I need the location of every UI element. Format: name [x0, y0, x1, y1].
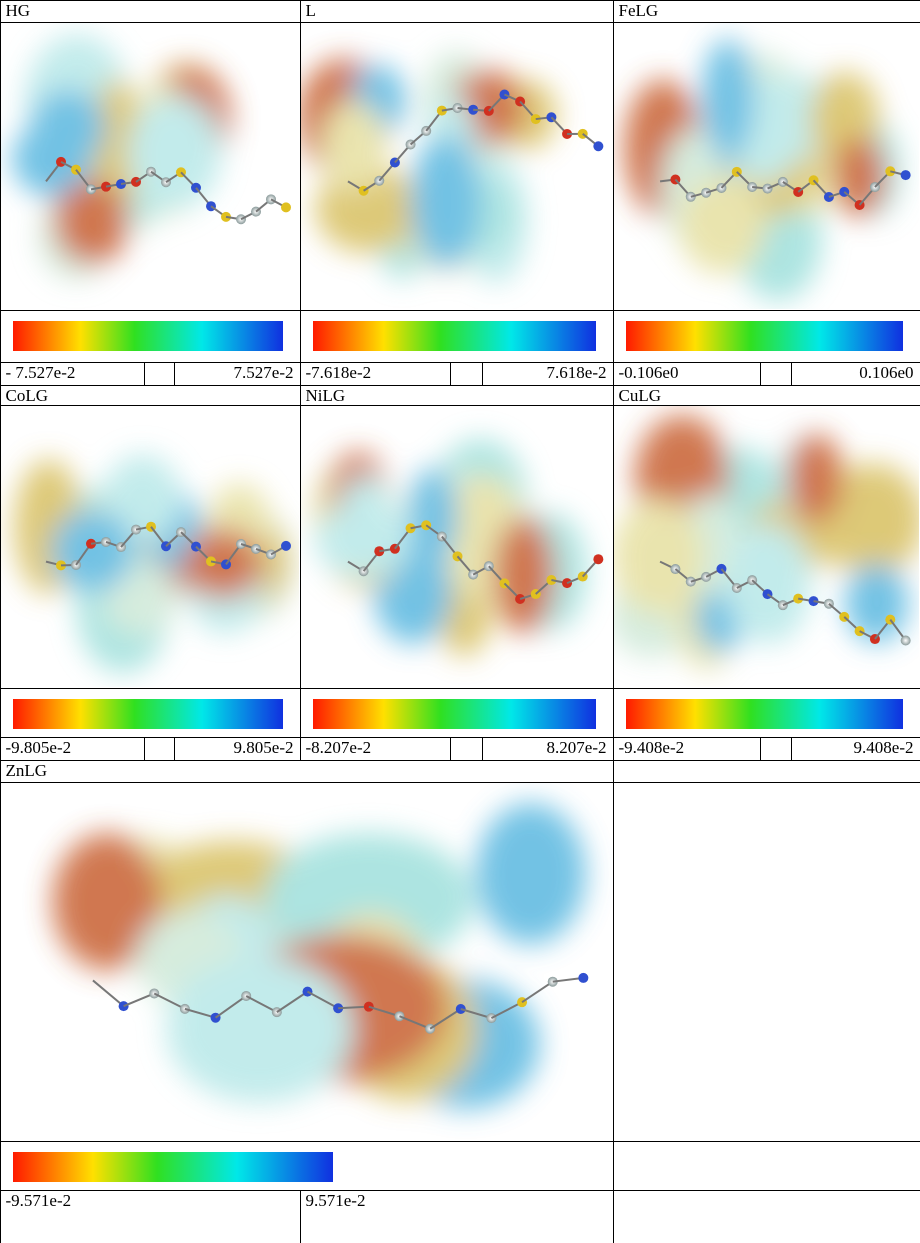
panel-image — [0, 405, 301, 689]
blank-cell — [144, 362, 175, 386]
panel-label: FeLG — [613, 0, 920, 23]
panel-label: CuLG — [613, 385, 920, 406]
mep-surface — [301, 406, 612, 687]
color-scale — [301, 311, 604, 357]
panel-colorbar — [0, 310, 301, 363]
min-value: -9.805e-2 — [0, 737, 145, 761]
color-scale — [1, 689, 291, 735]
color-scale — [614, 689, 911, 735]
color-scale — [614, 311, 911, 357]
empty-cell — [613, 782, 920, 1142]
panel-colorbar — [300, 310, 614, 363]
panel-label: HG — [0, 0, 301, 23]
panel-colorbar — [613, 310, 920, 363]
min-value: -8.207e-2 — [300, 737, 451, 761]
max-value: 9.571e-2 — [300, 1190, 614, 1243]
mep-surface — [614, 406, 919, 687]
panel-label: NiLG — [300, 385, 614, 406]
panel-image — [300, 22, 614, 311]
max-value: 9.408e-2 — [791, 737, 920, 761]
empty-cell — [613, 760, 920, 783]
color-scale — [301, 689, 604, 735]
max-value: 8.207e-2 — [482, 737, 614, 761]
empty-cell — [613, 1141, 920, 1191]
color-scale — [1, 311, 291, 357]
mep-surface — [1, 406, 299, 687]
min-value: -7.618e-2 — [300, 362, 451, 386]
figure-table: HG - 7.527e-2 7.527e-2 L -7.618e-2 7.618e-2 Fe… — [0, 0, 920, 1243]
max-value: 7.527e-2 — [174, 362, 301, 386]
panel-label: L — [300, 0, 614, 23]
blank-cell — [144, 737, 175, 761]
panel-image — [0, 22, 301, 311]
min-value: -0.106e0 — [613, 362, 761, 386]
panel-colorbar — [0, 1141, 614, 1191]
panel-colorbar — [300, 688, 614, 738]
min-value: - 7.527e-2 — [0, 362, 145, 386]
panel-colorbar — [613, 688, 920, 738]
mep-surface — [1, 783, 612, 1140]
mep-surface — [301, 23, 612, 309]
blank-cell — [760, 737, 792, 761]
panel-label: ZnLG — [0, 760, 614, 783]
max-value: 7.618e-2 — [482, 362, 614, 386]
blank-cell — [760, 362, 792, 386]
panel-image — [613, 405, 920, 689]
blank-cell — [450, 737, 483, 761]
mep-surface — [1, 23, 299, 309]
max-value: 9.805e-2 — [174, 737, 301, 761]
panel-image — [0, 782, 614, 1142]
blank-cell — [450, 362, 483, 386]
panel-label: CoLG — [0, 385, 301, 406]
min-value: -9.408e-2 — [613, 737, 761, 761]
panel-image — [300, 405, 614, 689]
max-value: 0.106e0 — [791, 362, 920, 386]
min-value: -9.571e-2 — [0, 1190, 301, 1243]
panel-image — [613, 22, 920, 311]
panel-colorbar — [0, 688, 301, 738]
empty-cell — [613, 1190, 920, 1243]
color-scale — [1, 1142, 341, 1188]
mep-surface — [614, 23, 919, 309]
